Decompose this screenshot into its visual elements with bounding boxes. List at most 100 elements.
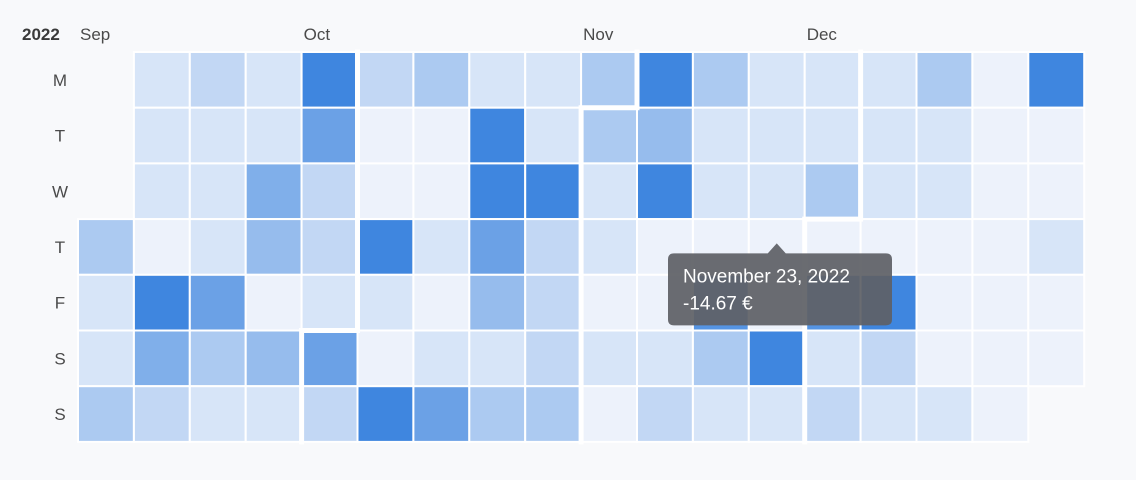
heatmap-cell[interactable] <box>356 51 415 109</box>
heatmap-cell[interactable] <box>524 273 583 332</box>
heatmap-cell[interactable] <box>747 106 806 165</box>
heatmap-cell[interactable] <box>188 273 247 332</box>
heatmap-cell[interactable] <box>356 273 415 332</box>
heatmap-cell[interactable] <box>412 385 471 443</box>
heatmap-cell[interactable] <box>412 162 471 221</box>
heatmap-cell[interactable] <box>468 385 527 443</box>
heatmap-cell[interactable] <box>300 218 359 276</box>
heatmap-cell[interactable] <box>1027 273 1086 332</box>
heatmap-cell[interactable] <box>132 51 191 109</box>
heatmap-cell[interactable] <box>747 329 806 388</box>
heatmap-cell[interactable] <box>915 162 974 221</box>
heatmap-cell[interactable] <box>524 51 583 109</box>
heatmap-cell[interactable] <box>915 385 974 443</box>
heatmap-cell[interactable] <box>468 329 527 388</box>
heatmap-cell[interactable] <box>244 51 303 109</box>
heatmap-cell[interactable] <box>132 385 191 443</box>
heatmap-cell[interactable] <box>132 162 191 221</box>
heatmap-cell[interactable] <box>188 106 247 165</box>
heatmap-cell[interactable] <box>915 106 974 165</box>
heatmap-cell[interactable] <box>244 162 303 221</box>
heatmap-cell[interactable] <box>300 329 359 388</box>
heatmap-cell[interactable] <box>300 385 359 443</box>
heatmap-cell[interactable] <box>77 218 135 276</box>
heatmap-cell[interactable] <box>636 385 694 443</box>
heatmap-cell[interactable] <box>803 162 862 221</box>
heatmap-cell[interactable] <box>412 106 471 165</box>
heatmap-cell[interactable] <box>524 162 583 221</box>
heatmap-cell[interactable] <box>356 162 415 221</box>
heatmap-cell[interactable] <box>747 162 806 221</box>
heatmap-cell[interactable] <box>859 162 918 221</box>
heatmap-cell[interactable] <box>859 51 918 109</box>
heatmap-cell[interactable] <box>356 218 415 276</box>
heatmap-cell[interactable] <box>356 329 415 388</box>
heatmap-cell[interactable] <box>971 218 1030 276</box>
heatmap-cell[interactable] <box>132 106 191 165</box>
heatmap-cell[interactable] <box>915 51 974 109</box>
heatmap-cell[interactable] <box>468 218 527 276</box>
heatmap-cell[interactable] <box>803 51 862 109</box>
heatmap-cell[interactable] <box>77 385 135 443</box>
heatmap-cell[interactable] <box>356 106 415 165</box>
heatmap-cell[interactable] <box>300 106 359 165</box>
heatmap-cell[interactable] <box>356 385 415 443</box>
heatmap-cell[interactable] <box>188 51 247 109</box>
heatmap-cell[interactable] <box>803 385 862 443</box>
heatmap-cell[interactable] <box>300 51 359 109</box>
heatmap-cell[interactable] <box>691 162 750 221</box>
heatmap-cell[interactable] <box>244 273 303 332</box>
heatmap-cell[interactable] <box>188 329 247 388</box>
heatmap-cell[interactable] <box>747 51 806 109</box>
heatmap-cell[interactable] <box>971 385 1030 443</box>
heatmap-cell[interactable] <box>132 273 191 332</box>
heatmap-cell[interactable] <box>915 329 974 388</box>
heatmap-cell[interactable] <box>524 106 583 165</box>
heatmap-cell[interactable] <box>412 273 471 332</box>
heatmap-cell[interactable] <box>915 218 974 276</box>
heatmap-cell[interactable] <box>803 106 862 165</box>
heatmap-cell[interactable] <box>524 329 583 388</box>
heatmap-cell[interactable] <box>244 385 303 443</box>
heatmap-cell[interactable] <box>244 218 303 276</box>
heatmap-cell[interactable] <box>859 385 918 443</box>
heatmap-cell[interactable] <box>188 385 247 443</box>
heatmap-cell[interactable] <box>468 273 527 332</box>
heatmap-cell[interactable] <box>971 51 1030 109</box>
heatmap-cell[interactable] <box>468 106 527 165</box>
heatmap-cell[interactable] <box>971 273 1030 332</box>
heatmap-cell[interactable] <box>747 385 806 443</box>
heatmap-cell[interactable] <box>971 106 1030 165</box>
heatmap-cell[interactable] <box>971 329 1030 388</box>
heatmap-cell[interactable] <box>580 162 638 221</box>
heatmap-cell[interactable] <box>524 218 583 276</box>
heatmap-cell[interactable] <box>524 385 583 443</box>
heatmap-cell[interactable] <box>636 51 694 109</box>
heatmap-cell[interactable] <box>412 51 471 109</box>
heatmap-cell[interactable] <box>300 162 359 221</box>
heatmap-cell[interactable] <box>1027 329 1086 388</box>
heatmap-cell[interactable] <box>636 329 694 388</box>
heatmap-cell[interactable] <box>636 106 694 165</box>
heatmap-cell[interactable] <box>1027 162 1086 221</box>
heatmap-cell[interactable] <box>691 329 750 388</box>
heatmap-cell[interactable] <box>803 329 862 388</box>
heatmap-cell[interactable] <box>244 329 303 388</box>
heatmap-cell[interactable] <box>691 106 750 165</box>
heatmap-cell[interactable] <box>244 106 303 165</box>
heatmap-cell[interactable] <box>412 218 471 276</box>
heatmap-cell[interactable] <box>859 106 918 165</box>
heatmap-cell[interactable] <box>580 385 638 443</box>
heatmap-cell[interactable] <box>132 218 191 276</box>
heatmap-cell[interactable] <box>691 51 750 109</box>
heatmap-cell[interactable] <box>77 329 135 388</box>
heatmap-cell[interactable] <box>1027 51 1086 109</box>
heatmap-cell[interactable] <box>188 162 247 221</box>
heatmap-cell[interactable] <box>77 273 135 332</box>
heatmap-cell[interactable] <box>859 329 918 388</box>
heatmap-cell[interactable] <box>580 329 638 388</box>
heatmap-cell[interactable] <box>636 162 694 221</box>
heatmap-cell[interactable] <box>971 162 1030 221</box>
heatmap-cell[interactable] <box>1027 218 1086 276</box>
heatmap-cell[interactable] <box>580 273 638 332</box>
